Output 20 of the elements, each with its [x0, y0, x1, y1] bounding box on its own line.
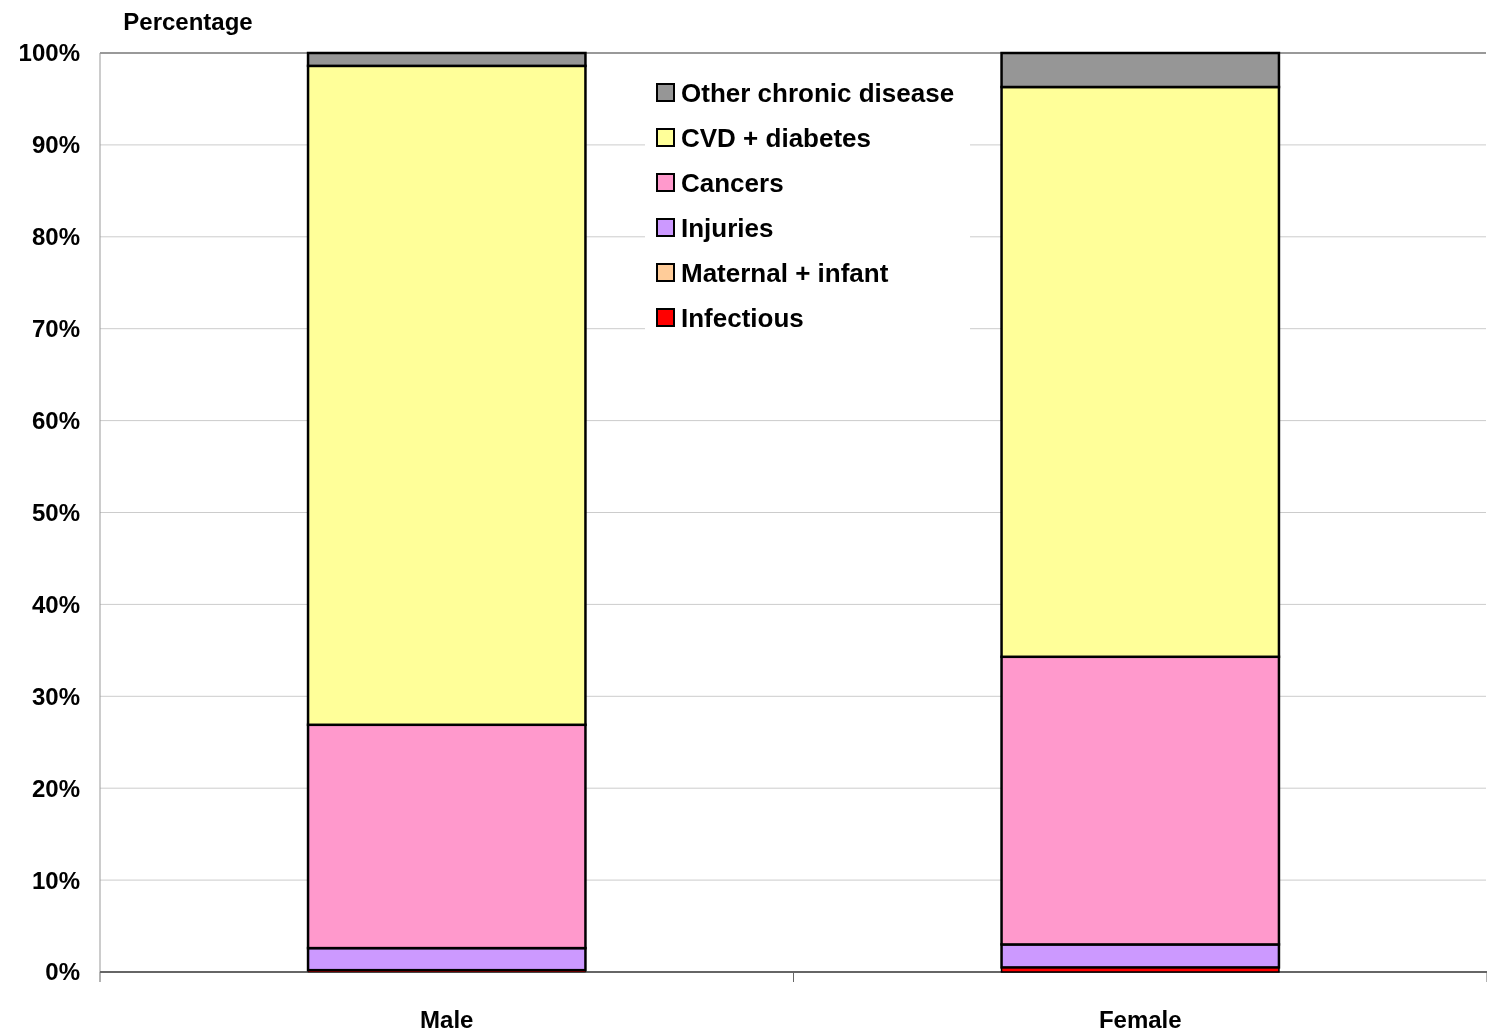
- y-tick-label: 100%: [18, 39, 80, 67]
- y-tick-label: 70%: [31, 315, 80, 343]
- y-tick-label: 50%: [31, 498, 80, 526]
- y-tick-label: 80%: [31, 223, 80, 251]
- x-tick-label: Male: [420, 1006, 474, 1032]
- y-tick-label: 10%: [31, 866, 80, 894]
- y-tick-label: 0%: [45, 958, 80, 986]
- y-tick-label: 40%: [31, 590, 80, 618]
- y-tick-label: 30%: [31, 682, 80, 710]
- legend-label: Infectious: [681, 303, 804, 334]
- legend-label: Cancers: [681, 168, 784, 199]
- legend-label: CVD + diabetes: [681, 123, 872, 154]
- legend-label: Other chronic disease: [681, 78, 955, 109]
- y-axis-title: Percentage: [123, 8, 253, 35]
- x-tick-label: Female: [1098, 1006, 1182, 1032]
- legend-label: Injuries: [681, 213, 774, 244]
- legend-label: Maternal + infant: [681, 258, 889, 289]
- y-tick-label: 90%: [31, 131, 80, 159]
- y-tick-label: 20%: [31, 774, 80, 802]
- y-tick-label: 60%: [31, 407, 80, 434]
